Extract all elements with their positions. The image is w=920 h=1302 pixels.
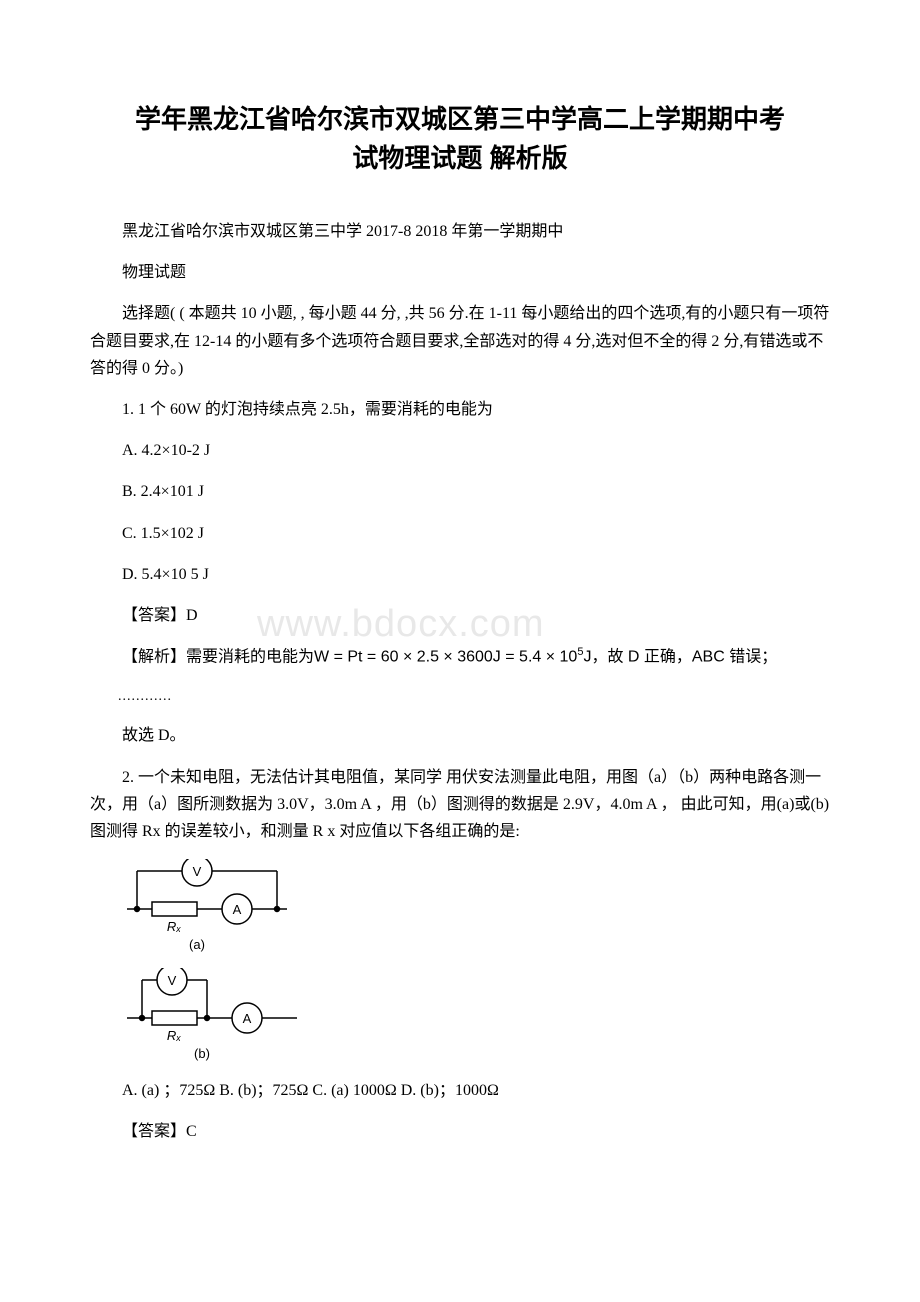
circuit-a-diagram: V A Rₓ (a) bbox=[122, 859, 292, 954]
circuit-b-rx-label: Rₓ bbox=[167, 1028, 181, 1043]
circuit-a-rx-label: Rₓ bbox=[167, 919, 181, 934]
header-school-line: 黑龙江省哈尔滨市双城区第三中学 2017-8 2018 年第一学期期中 bbox=[90, 218, 830, 245]
instructions: 选择题( ( 本题共 10 小题, , 每小题 44 分, ,共 56 分.在 … bbox=[90, 300, 830, 382]
q1-option-c: C. 1.5×102 J bbox=[90, 520, 830, 547]
q1-answer: 【答案】D bbox=[122, 607, 198, 624]
circuit-a-container: V A Rₓ (a) bbox=[90, 859, 830, 954]
q2-options: A. (a) ；725Ω B. (b)；725Ω C. (a) 1000Ω D.… bbox=[90, 1077, 830, 1104]
circuit-a-a-label: A bbox=[233, 902, 242, 917]
subject-line: 物理试题 bbox=[90, 259, 830, 286]
circuit-b-diagram: V A Rₓ (b) bbox=[122, 968, 302, 1063]
circuit-b-container: V A Rₓ (b) bbox=[90, 968, 830, 1063]
circuit-b-caption: (b) bbox=[194, 1046, 210, 1061]
q1-analysis-suffix: ，故 D 正确，ABC 错误； bbox=[591, 648, 777, 665]
q1-option-a: A. 4.2×10-2 J bbox=[90, 437, 830, 464]
q1-dots: ............ bbox=[90, 685, 830, 709]
q1-conclusion: 故选 D。 bbox=[90, 722, 830, 749]
circuit-b-v-label: V bbox=[168, 973, 177, 988]
q1-stem: 1. 1 个 60W 的灯泡持续点亮 2.5h，需要消耗的电能为 bbox=[90, 396, 830, 423]
q2-answer: 【答案】C bbox=[90, 1118, 830, 1145]
q2-stem: 2. 一个未知电阻，无法估计其电阻值，某同学 用伏安法测量此电阻，用图（a）（b… bbox=[90, 764, 830, 846]
q1-option-b: B. 2.4×101 J bbox=[90, 478, 830, 505]
q1-option-d: D. 5.4×10 5 J bbox=[90, 561, 830, 588]
title-line-1: 学年黑龙江省哈尔滨市双城区第三中学高二上学期期中考 bbox=[135, 104, 785, 134]
watermark-text: www.bdocx.com bbox=[225, 592, 545, 657]
circuit-a-caption: (a) bbox=[189, 937, 205, 952]
q1-answer-row: www.bdocx.com 【答案】D bbox=[90, 602, 830, 629]
circuit-b-a-label: A bbox=[243, 1011, 252, 1026]
document-title: 学年黑龙江省哈尔滨市双城区第三中学高二上学期期中考 试物理试题 解析版 bbox=[90, 100, 830, 178]
title-line-2: 试物理试题 解析版 bbox=[352, 143, 567, 173]
circuit-a-v-label: V bbox=[193, 864, 202, 879]
